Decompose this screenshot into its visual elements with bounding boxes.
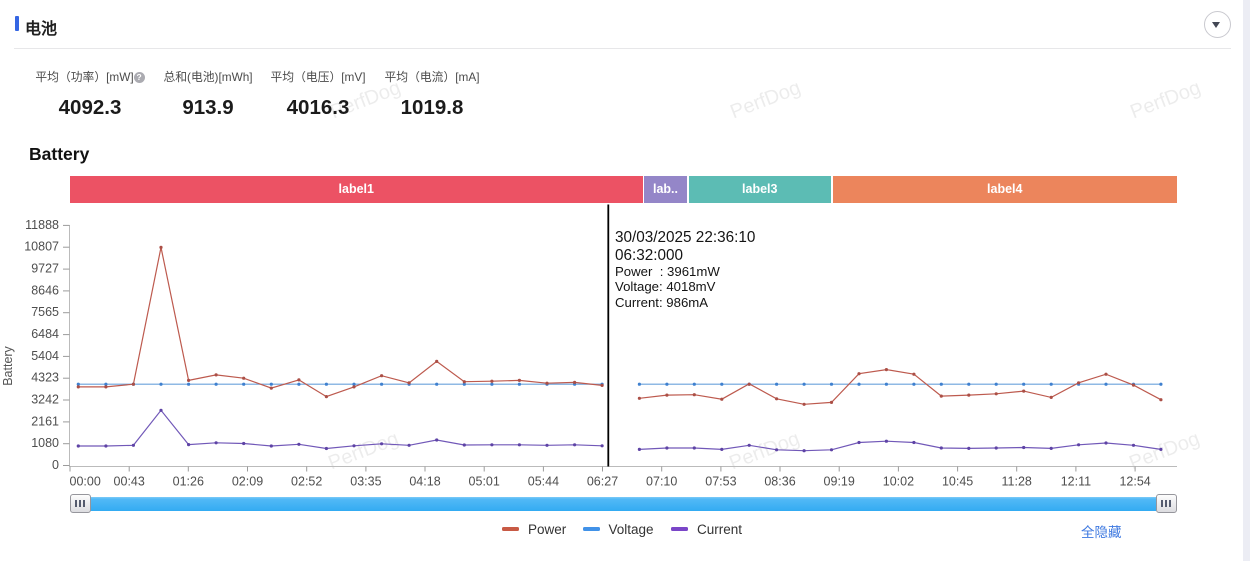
svg-text:02:09: 02:09 (232, 475, 263, 489)
svg-text:2161: 2161 (31, 414, 59, 428)
svg-text:12:54: 12:54 (1119, 475, 1150, 489)
svg-text:00:43: 00:43 (114, 475, 145, 489)
svg-text:05:01: 05:01 (469, 475, 500, 489)
svg-text:06:27: 06:27 (587, 475, 618, 489)
svg-text:11:28: 11:28 (1002, 475, 1032, 489)
svg-text:02:52: 02:52 (291, 475, 322, 489)
svg-text:07:10: 07:10 (646, 475, 677, 489)
svg-text:11888: 11888 (25, 218, 59, 232)
svg-text:6484: 6484 (31, 327, 59, 341)
svg-text:03:35: 03:35 (350, 475, 381, 489)
svg-text:05:44: 05:44 (528, 475, 559, 489)
svg-text:00:00: 00:00 (70, 475, 101, 489)
svg-text:3242: 3242 (31, 392, 59, 406)
svg-text:10807: 10807 (24, 240, 59, 254)
svg-text:01:26: 01:26 (173, 475, 204, 489)
svg-text:12:11: 12:11 (1061, 475, 1091, 489)
svg-text:04:18: 04:18 (409, 475, 440, 489)
svg-text:10:02: 10:02 (883, 475, 914, 489)
svg-text:Battery: Battery (1, 345, 15, 385)
svg-text:5404: 5404 (31, 349, 59, 363)
svg-text:08:36: 08:36 (764, 475, 795, 489)
svg-text:10:45: 10:45 (942, 475, 973, 489)
svg-text:0: 0 (52, 458, 59, 472)
svg-text:1080: 1080 (31, 436, 59, 450)
svg-text:07:53: 07:53 (705, 475, 736, 489)
svg-text:4323: 4323 (31, 371, 59, 385)
svg-text:9727: 9727 (31, 262, 59, 276)
svg-text:7565: 7565 (31, 305, 59, 319)
svg-text:8646: 8646 (31, 283, 59, 297)
svg-text:09:19: 09:19 (824, 475, 855, 489)
